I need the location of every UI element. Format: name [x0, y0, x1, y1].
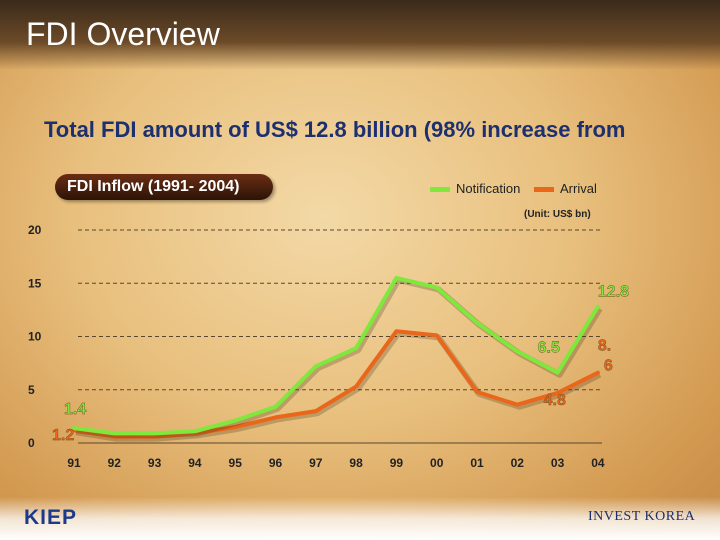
data-point-arrival	[556, 391, 560, 395]
x-tick-label: 02	[511, 456, 525, 470]
data-point-notification	[193, 429, 197, 433]
x-tick-label: 95	[229, 456, 243, 470]
invest-korea-logo: INVEST KOREA	[588, 509, 696, 524]
legend-label-arrival: Arrival	[560, 181, 597, 196]
legend-label-notification: Notification	[456, 181, 521, 196]
data-label: 12.8	[598, 284, 629, 301]
panel-label-pill: FDI Inflow (1991- 2004)	[55, 174, 273, 200]
x-tick-label: 01	[470, 456, 484, 470]
data-label: 4.8	[544, 392, 566, 409]
series-line-arrival	[72, 329, 600, 439]
data-point-arrival	[354, 385, 358, 389]
x-tick-label: 98	[349, 456, 363, 470]
x-tick-label: 91	[67, 456, 81, 470]
data-point-notification	[72, 426, 76, 430]
legend-swatch-arrival	[534, 187, 554, 193]
page-title: FDI Overview	[26, 16, 220, 52]
legend-item-notification: Notification	[430, 181, 520, 196]
x-tick-label: 93	[148, 456, 162, 470]
data-point-arrival	[394, 329, 398, 333]
y-tick-label: 5	[28, 383, 35, 397]
series-line-notification	[72, 275, 600, 436]
y-tick-label: 0	[28, 436, 35, 450]
legend-item-arrival: Arrival	[534, 181, 597, 196]
data-point-notification	[515, 349, 519, 353]
x-tick-label: 04	[591, 456, 605, 470]
data-point-notification	[475, 321, 479, 325]
footer-band	[0, 497, 720, 540]
x-tick-label: 99	[390, 456, 404, 470]
data-point-arrival	[153, 435, 157, 439]
y-tick-label: 15	[28, 276, 42, 290]
data-point-notification	[314, 364, 318, 368]
data-point-notification	[354, 346, 358, 350]
unit-note: (Unit: US$ bn)	[524, 209, 591, 220]
title-bar	[0, 0, 720, 70]
series-shadow-arrival	[75, 330, 602, 442]
data-label: 1.4	[64, 401, 86, 418]
data-point-arrival	[112, 435, 116, 439]
data-point-arrival	[314, 409, 318, 413]
data-point-notification	[435, 286, 439, 290]
x-tick-label: 92	[108, 456, 122, 470]
data-point-arrival	[596, 371, 600, 375]
data-label: 1.2	[52, 427, 74, 444]
data-point-arrival	[233, 425, 237, 429]
data-point-notification	[274, 405, 277, 409]
data-point-notification	[556, 371, 560, 375]
legend-swatch-notification	[430, 187, 450, 193]
x-tick-label: 03	[551, 456, 565, 470]
x-tick-label: 00	[430, 456, 444, 470]
y-tick-label: 10	[28, 330, 42, 344]
x-tick-label: 96	[269, 456, 283, 470]
x-tick-label: 97	[309, 456, 323, 470]
data-point-arrival	[515, 403, 519, 407]
x-tick-label: 94	[188, 456, 202, 470]
data-point-notification	[153, 431, 157, 435]
panel-label: FDI Inflow (1991- 2004)	[67, 178, 240, 195]
data-point-notification	[394, 276, 398, 280]
data-label: 6.5	[538, 340, 560, 357]
data-point-arrival	[274, 415, 277, 419]
data-point-notification	[596, 305, 600, 309]
headline: Total FDI amount of US$ 12.8 billion (98…	[44, 117, 626, 142]
data-label: 8.	[598, 338, 611, 355]
data-point-arrival	[475, 390, 479, 394]
kiep-logo: KIEP	[24, 506, 78, 529]
y-tick-label: 20	[28, 223, 42, 237]
data-label: 6	[604, 358, 613, 375]
data-point-notification	[233, 419, 237, 423]
data-point-notification	[112, 431, 116, 435]
data-point-arrival	[435, 333, 439, 337]
